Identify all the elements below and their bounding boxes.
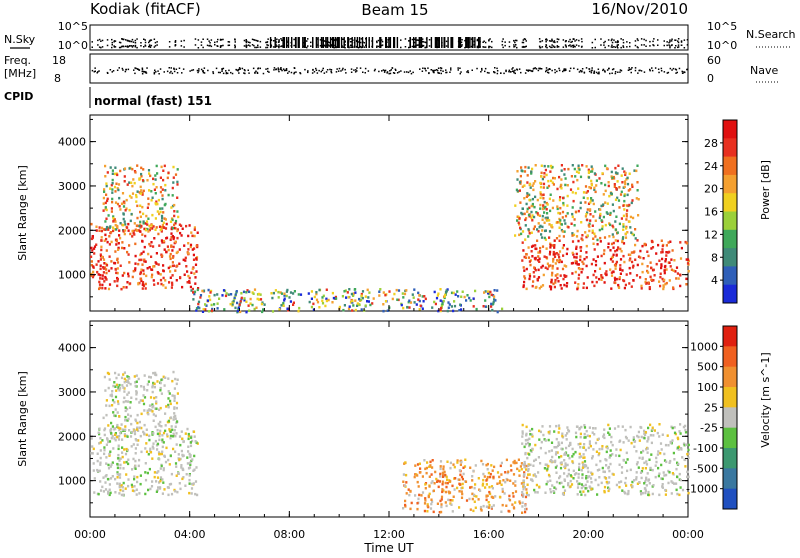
colorbar-tick-label: 100 [697, 381, 718, 394]
count-tick-left-bottom: 10^0 [58, 39, 88, 52]
y-tick-label: 2000 [58, 430, 86, 443]
colorbar-tick-label: -25 [700, 422, 718, 435]
echo-region [190, 288, 504, 314]
echo-region [90, 427, 199, 497]
colorbar-tick-label: 12 [704, 228, 718, 241]
x-tick-label: 12:00 [373, 528, 405, 541]
x-tick-label: 20:00 [572, 528, 604, 541]
colorbar-swatch [723, 193, 737, 212]
echo-region [102, 370, 179, 439]
echo-region [521, 423, 690, 497]
echo-region [90, 222, 200, 291]
power-ylabel: Slant Range [km] [16, 165, 29, 261]
y-tick-label: 4000 [58, 342, 86, 355]
y-tick-label: 1000 [58, 269, 86, 282]
velocity-ylabel: Slant Range [km] [16, 371, 29, 467]
colorbar-swatch [723, 266, 737, 286]
freq-tick-top: 18 [52, 54, 66, 67]
x-tick-label: 00:00 [672, 528, 704, 541]
nsky-label: N.Sky [4, 33, 36, 46]
colorbar-swatch [723, 448, 737, 469]
beam-title: Beam 15 [361, 1, 428, 19]
y-tick-label: 2000 [58, 224, 86, 237]
colorbar-swatch [723, 174, 737, 194]
count-panel: N.Sky 10^5 10^0 10^5 10^0 N.Search [4, 20, 796, 52]
colorbar-tick-label: 1000 [690, 340, 718, 353]
cpid-value: normal (fast) 151 [94, 94, 212, 108]
cpid-panel: CPID normal (fast) 151 [4, 87, 212, 108]
colorbar-tick-label: 8 [711, 251, 718, 264]
nave-label: Nave [750, 64, 778, 77]
y-tick-label: 3000 [58, 180, 86, 193]
colorbar-swatch [723, 138, 737, 157]
freq-label: Freq. [4, 54, 31, 67]
freq-panel: Freq. [MHz] 18 8 60 0 Nave [4, 53, 778, 85]
colorbar-swatch [723, 427, 737, 449]
colorbar-tick-label: -1000 [686, 483, 718, 496]
x-tick-label: 16:00 [473, 528, 505, 541]
colorbar-swatch [723, 120, 737, 139]
x-axis: 00:00 04:00 08:00 12:00 16:00 20:00 00:00 [74, 115, 704, 541]
colorbar-swatch [723, 229, 737, 249]
colorbar-tick-label: 4 [711, 274, 718, 287]
x-tick-label: 00:00 [74, 528, 106, 541]
colorbar-tick-label: 25 [704, 401, 718, 414]
velocity-colorbar-label: Velocity [m s^-1] [759, 352, 772, 447]
date-title: 16/Nov/2010 [591, 0, 688, 18]
count-tick-left-top: 10^5 [58, 20, 88, 33]
colorbar-swatch [723, 156, 737, 176]
colorbar-tick-label: -500 [693, 462, 718, 475]
x-tick-label: 04:00 [174, 528, 206, 541]
echo-region [402, 458, 529, 514]
x-axis-title: Time UT [363, 541, 414, 554]
colorbar-swatch [723, 248, 737, 267]
colorbar-swatch [723, 211, 737, 231]
echo-region [102, 164, 180, 233]
colorbar-swatch [723, 488, 737, 510]
x-tick-label: 08:00 [273, 528, 305, 541]
power-colorbar-label: Power [dB] [759, 160, 772, 220]
colorbar-tick-label: 28 [704, 137, 718, 150]
nsearch-label: N.Search [746, 28, 796, 41]
count-tick-right-top: 10^5 [707, 20, 737, 33]
echo-region [521, 239, 690, 291]
power-panel: 4000 3000 2000 1000 Slant Range [km] 28 24 20… [16, 114, 772, 314]
velocity-panel: 4000 3000 2000 1000 Slant Range [km] 1000 50… [16, 320, 772, 518]
colorbar-swatch [723, 326, 737, 347]
y-tick-label: 4000 [58, 136, 86, 149]
site-title: Kodiak (fitACF) [90, 0, 201, 18]
colorbar-tick-label: 20 [704, 183, 718, 196]
colorbar-swatch [723, 387, 737, 408]
colorbar-tick-label: 500 [697, 361, 718, 374]
freq-tick-bottom: 8 [54, 72, 61, 85]
colorbar-tick-label: -100 [693, 442, 718, 455]
colorbar-tick-label: 24 [704, 160, 718, 173]
colorbar-swatch [723, 346, 737, 368]
y-tick-label: 1000 [58, 475, 86, 488]
colorbar-swatch [723, 407, 737, 429]
colorbar-tick-label: 16 [704, 206, 718, 219]
echo-region [514, 164, 640, 242]
freq-unit: [MHz] [4, 67, 36, 80]
colorbar-swatch [723, 366, 737, 388]
cpid-label: CPID [4, 90, 33, 103]
nave-tick-top: 60 [707, 54, 721, 67]
count-tick-right-bottom: 10^0 [707, 39, 737, 52]
nave-tick-bottom: 0 [707, 72, 714, 85]
colorbar-swatch [723, 468, 737, 490]
y-tick-label: 3000 [58, 386, 86, 399]
colorbar-swatch [723, 284, 737, 304]
